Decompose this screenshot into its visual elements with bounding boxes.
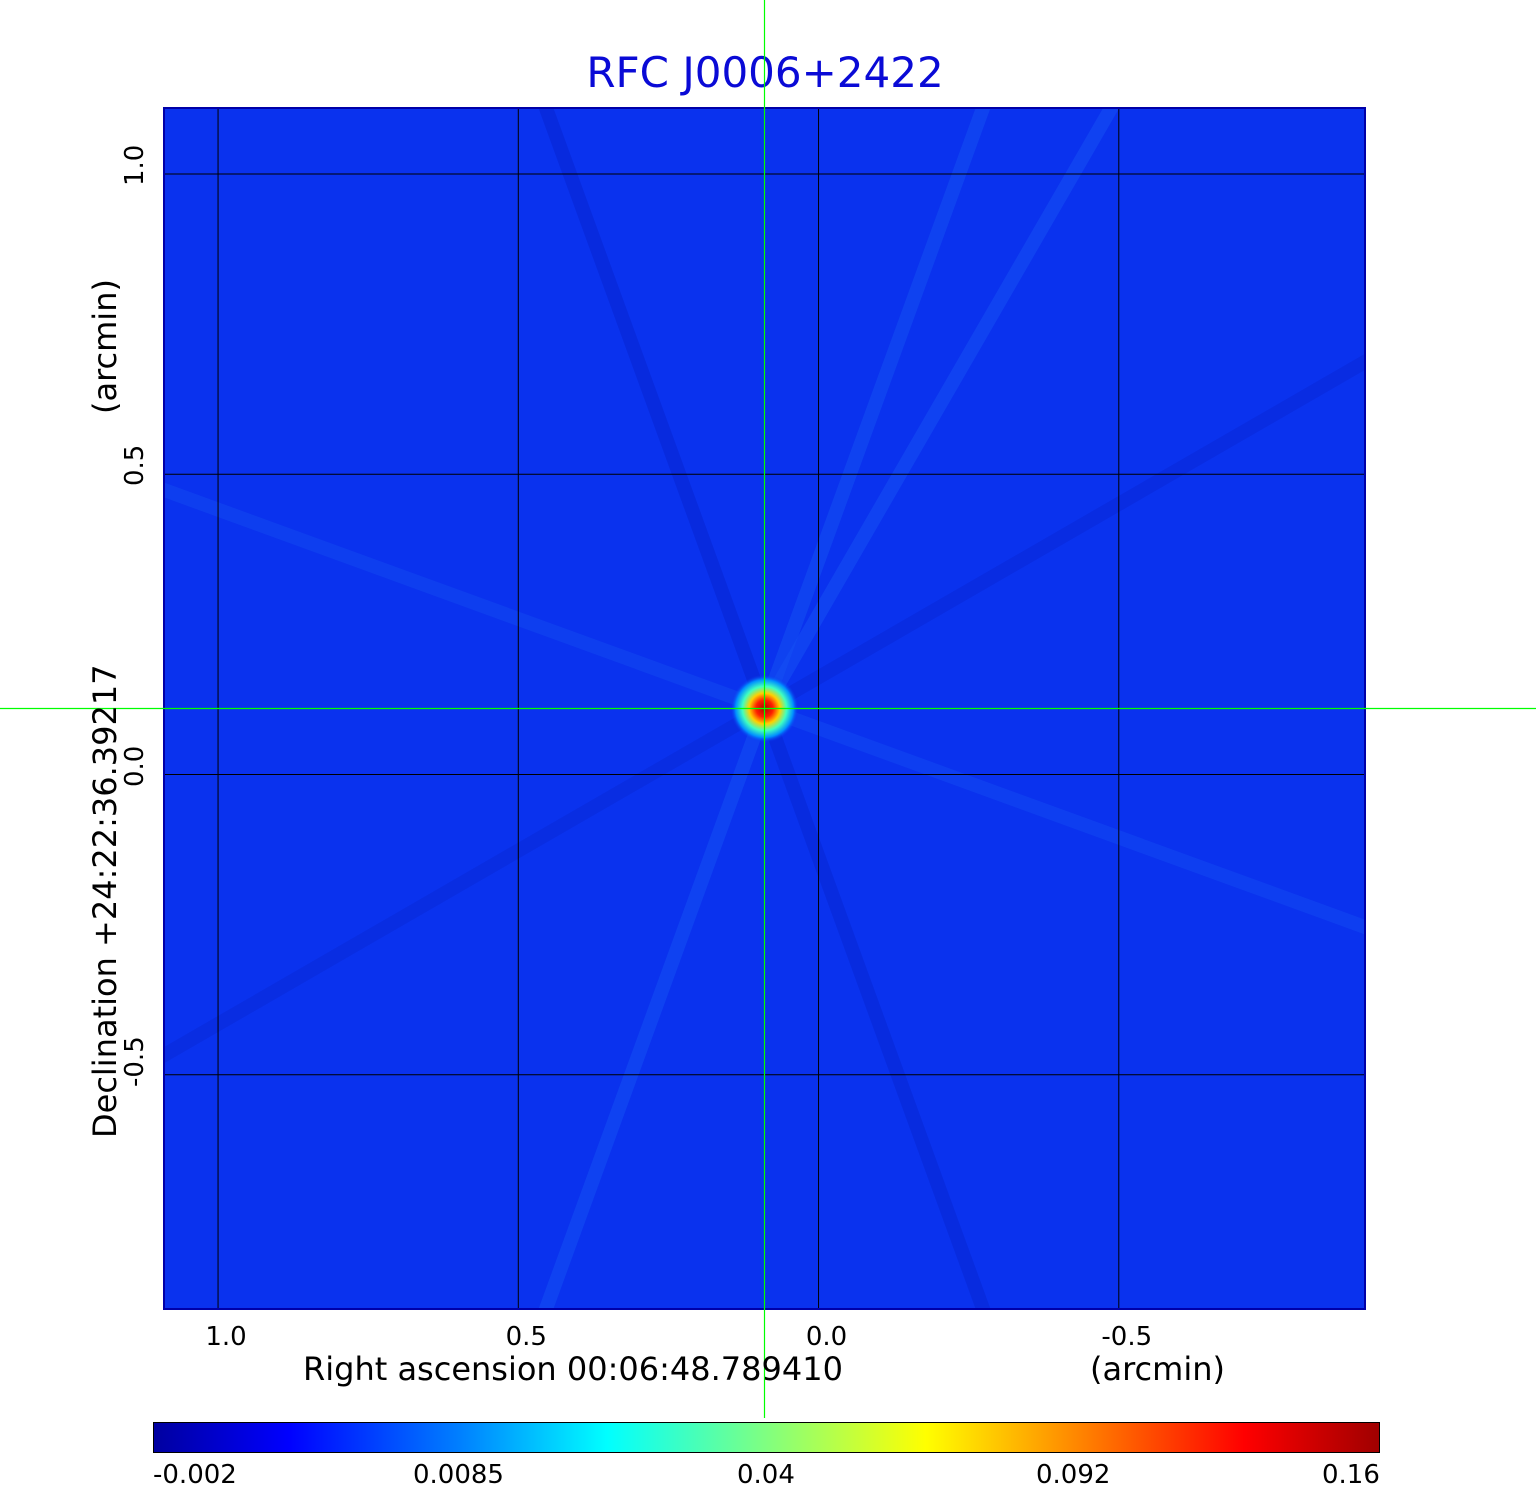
crosshair [0,0,1536,1418]
colorbar-tick-label: -0.002 [153,1460,237,1490]
colorbar-tick-label: 0.0085 [413,1460,504,1490]
x-axis-unit: (arcmin) [1090,1350,1225,1388]
streak-2 [762,701,1365,935]
y-axis-unit: (arcmin) [86,279,124,414]
streak-7 [538,108,772,711]
streak-5 [164,702,769,1064]
y-tick-label: 1.0 [120,144,150,187]
streak-4 [538,706,772,1309]
streak-1 [760,353,1365,715]
x-tick-label: 0.5 [505,1322,547,1352]
colorbar [153,1422,1380,1453]
streak-3 [757,706,991,1309]
streak-0 [758,108,1120,712]
x-tick-label: -0.5 [1101,1322,1153,1352]
colorbar-tick-label: 0.16 [1322,1460,1380,1490]
streak-6 [164,482,767,716]
y-tick-label: -0.5 [120,1036,150,1087]
colorbar-tick-label: 0.092 [1036,1460,1111,1490]
y-axis-label: Declination +24:22:36.39217 [86,664,124,1138]
x-tick-label: 1.0 [205,1322,247,1352]
x-axis-label: Right ascension 00:06:48.789410 [303,1350,843,1388]
y-tick-label: 0.5 [120,444,150,487]
y-tick-label: 0.0 [120,745,150,787]
colorbar-tick-label: 0.04 [737,1460,795,1490]
streak-8 [757,108,991,711]
x-tick-label: 0.0 [805,1322,848,1352]
